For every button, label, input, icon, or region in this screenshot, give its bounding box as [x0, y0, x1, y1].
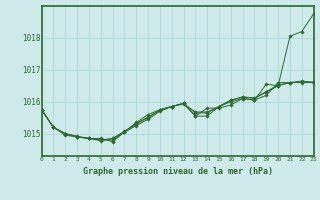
X-axis label: Graphe pression niveau de la mer (hPa): Graphe pression niveau de la mer (hPa) — [83, 167, 273, 176]
